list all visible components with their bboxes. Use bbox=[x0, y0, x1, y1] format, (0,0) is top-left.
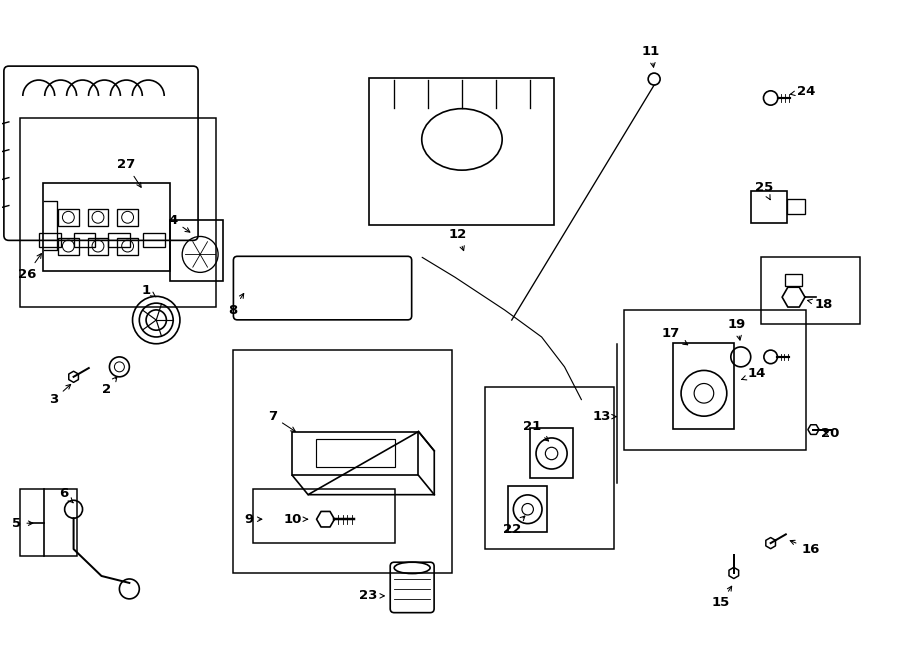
Text: 9: 9 bbox=[244, 512, 262, 526]
Bar bbox=[673, 344, 734, 429]
Bar bbox=[108, 234, 130, 248]
Text: 5: 5 bbox=[13, 516, 32, 530]
Bar bbox=[118, 238, 138, 254]
Text: 3: 3 bbox=[49, 385, 71, 406]
Bar bbox=[118, 209, 138, 226]
Text: 16: 16 bbox=[790, 540, 820, 555]
Bar bbox=[88, 238, 108, 254]
Text: 20: 20 bbox=[821, 427, 840, 440]
Bar bbox=[316, 439, 395, 467]
Text: 23: 23 bbox=[359, 589, 384, 602]
Text: 24: 24 bbox=[790, 85, 815, 97]
Bar bbox=[786, 274, 802, 286]
Bar bbox=[39, 234, 60, 248]
Text: 22: 22 bbox=[502, 516, 525, 536]
Text: 6: 6 bbox=[59, 487, 73, 502]
Text: 26: 26 bbox=[18, 254, 41, 281]
Bar bbox=[530, 428, 572, 479]
Text: 13: 13 bbox=[592, 410, 617, 423]
Bar bbox=[508, 486, 547, 532]
Bar bbox=[625, 310, 806, 449]
Bar bbox=[88, 209, 108, 226]
Bar bbox=[233, 350, 452, 573]
Text: 17: 17 bbox=[662, 328, 688, 345]
Text: 15: 15 bbox=[712, 587, 732, 609]
Bar bbox=[143, 234, 166, 248]
Text: 8: 8 bbox=[229, 293, 244, 316]
Text: 1: 1 bbox=[141, 284, 156, 297]
Bar bbox=[787, 199, 806, 214]
Text: 10: 10 bbox=[284, 512, 308, 526]
Bar bbox=[74, 234, 95, 248]
Bar bbox=[760, 258, 860, 324]
Text: 18: 18 bbox=[807, 298, 833, 310]
Text: 14: 14 bbox=[742, 367, 766, 381]
Bar bbox=[43, 183, 170, 271]
Bar bbox=[369, 78, 554, 224]
Text: 4: 4 bbox=[168, 214, 190, 232]
Text: 21: 21 bbox=[523, 420, 549, 441]
Text: 2: 2 bbox=[102, 377, 117, 397]
Bar bbox=[20, 489, 76, 556]
Bar bbox=[58, 209, 78, 226]
Bar bbox=[253, 489, 395, 543]
Text: 19: 19 bbox=[728, 318, 746, 340]
Text: 25: 25 bbox=[754, 181, 773, 200]
Text: 11: 11 bbox=[642, 44, 661, 68]
Bar bbox=[485, 387, 615, 549]
Text: 27: 27 bbox=[117, 158, 141, 187]
Bar bbox=[170, 220, 223, 281]
Text: 7: 7 bbox=[268, 410, 295, 432]
Bar bbox=[58, 238, 78, 254]
Text: 12: 12 bbox=[449, 228, 467, 251]
Bar bbox=[751, 191, 787, 222]
Bar bbox=[20, 118, 216, 307]
